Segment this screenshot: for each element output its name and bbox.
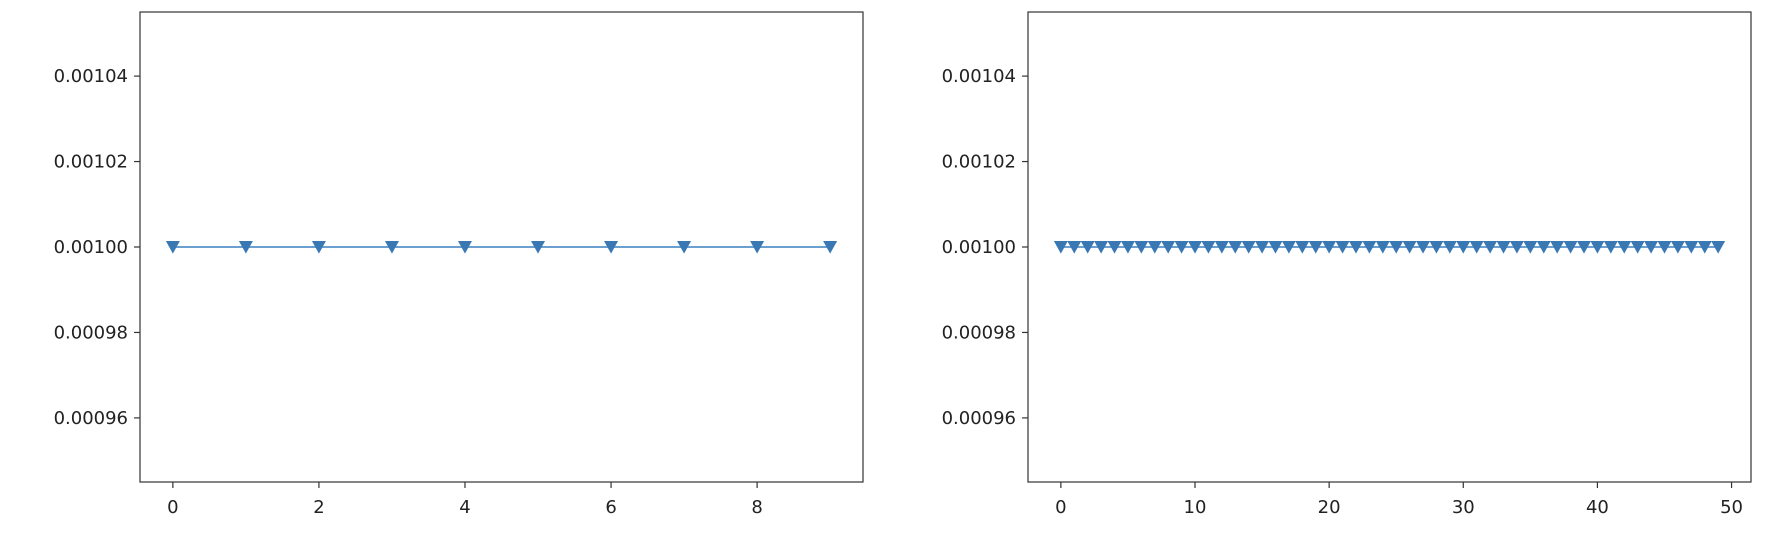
data-point-marker (1456, 241, 1471, 254)
data-point-marker (823, 241, 838, 254)
data-point-marker (1094, 241, 1109, 254)
data-point-marker (311, 241, 326, 254)
subplot-right: 0 10 20 30 40 50 0.00096 0.00098 0.00100 0.00102 0… (942, 11, 1752, 518)
data-point-marker (238, 241, 253, 254)
data-point-marker (1630, 241, 1645, 254)
data-point-marker (1107, 241, 1122, 254)
data-point-marker (1228, 241, 1243, 254)
data-point-marker (1335, 241, 1350, 254)
data-point-marker (1120, 241, 1135, 254)
subplot-left: 0 2 4 6 8 0.00096 0.00098 0.00100 0.00102 0.00104 (54, 11, 864, 518)
x-tick-label: 30 (1452, 497, 1475, 518)
data-point-marker (1509, 241, 1524, 254)
data-point-marker (1617, 241, 1632, 254)
y-tick-label: 0.00104 (942, 66, 1016, 87)
data-point-marker (750, 241, 765, 254)
y-tick-label: 0.00096 (942, 408, 1016, 429)
data-point-marker (531, 241, 546, 254)
x-tick-label: 0 (1055, 497, 1066, 518)
y-tick-label: 0.00100 (942, 237, 1016, 258)
data-point-marker (1375, 241, 1390, 254)
data-point-marker (1496, 241, 1511, 254)
data-point-marker (1563, 241, 1578, 254)
y-tick-label: 0.00102 (54, 152, 128, 173)
data-point-marker (1657, 241, 1672, 254)
data-point-marker (165, 241, 180, 254)
data-point-marker (1523, 241, 1538, 254)
data-point-marker (1416, 241, 1431, 254)
data-point-marker (1483, 241, 1498, 254)
y-tick-label: 0.00104 (54, 66, 128, 87)
y-tick-label: 0.00096 (54, 408, 128, 429)
x-tick-label: 0 (167, 497, 178, 518)
data-point-marker (1067, 241, 1082, 254)
data-point-marker (1214, 241, 1229, 254)
data-point-marker (1536, 241, 1551, 254)
data-point-marker (1389, 241, 1404, 254)
data-point-marker (1053, 241, 1068, 254)
data-point-marker (1644, 241, 1659, 254)
data-point-marker (1268, 241, 1283, 254)
data-point-marker (1188, 241, 1203, 254)
x-tick-label: 8 (751, 497, 762, 518)
data-point-marker (1255, 241, 1270, 254)
data-point-marker (1362, 241, 1377, 254)
data-point-marker (1161, 241, 1176, 254)
data-point-marker (1402, 241, 1417, 254)
data-point-marker (677, 241, 692, 254)
data-point-marker (1469, 241, 1484, 254)
data-point-marker (1308, 241, 1323, 254)
data-point-marker (1201, 241, 1216, 254)
data-point-marker (1281, 241, 1296, 254)
data-point-marker (1603, 241, 1618, 254)
data-point-marker (1147, 241, 1162, 254)
data-point-marker (1322, 241, 1337, 254)
data-point-marker (1697, 241, 1712, 254)
data-point-marker (1134, 241, 1149, 254)
data-point-marker (1576, 241, 1591, 254)
y-tick-label: 0.00098 (942, 322, 1016, 343)
data-point-marker (1670, 241, 1685, 254)
data-point-marker (1684, 241, 1699, 254)
data-point-marker (384, 241, 399, 254)
data-point-marker (1241, 241, 1256, 254)
y-tick-label: 0.00098 (54, 322, 128, 343)
x-tick-label: 50 (1720, 497, 1743, 518)
data-point-marker (1442, 241, 1457, 254)
data-point-marker (1590, 241, 1605, 254)
x-tick-label: 40 (1586, 497, 1609, 518)
x-tick-label: 10 (1184, 497, 1207, 518)
x-tick-label: 20 (1318, 497, 1341, 518)
data-point-marker (1429, 241, 1444, 254)
data-point-marker (1174, 241, 1189, 254)
x-tick-label: 4 (459, 497, 470, 518)
data-point-marker (1711, 241, 1726, 254)
data-point-marker (457, 241, 472, 254)
x-tick-label: 2 (313, 497, 324, 518)
data-point-marker (1348, 241, 1363, 254)
data-point-marker (604, 241, 619, 254)
y-tick-label: 0.00100 (54, 237, 128, 258)
data-point-marker (1080, 241, 1095, 254)
y-tick-label: 0.00102 (942, 152, 1016, 173)
data-point-marker (1295, 241, 1310, 254)
data-point-marker (1550, 241, 1565, 254)
x-tick-label: 6 (605, 497, 616, 518)
